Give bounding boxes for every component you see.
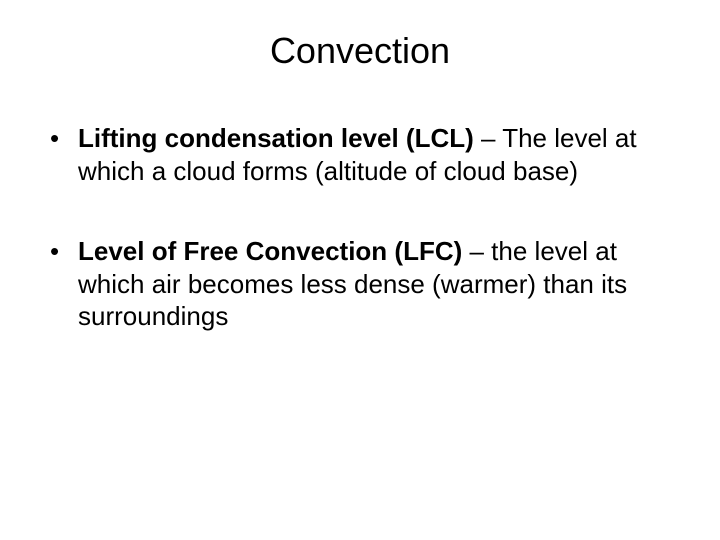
bullet-list: Lifting condensation level (LCL) – The l… xyxy=(50,122,670,333)
bullet-lead: Lifting condensation level (LCL) xyxy=(78,123,481,153)
slide-title: Convection xyxy=(50,30,670,72)
list-item: Level of Free Convection (LFC) – the lev… xyxy=(50,235,670,333)
slide: Convection Lifting condensation level (L… xyxy=(0,0,720,540)
bullet-lead: Level of Free Convection (LFC) xyxy=(78,236,470,266)
list-item: Lifting condensation level (LCL) – The l… xyxy=(50,122,670,187)
